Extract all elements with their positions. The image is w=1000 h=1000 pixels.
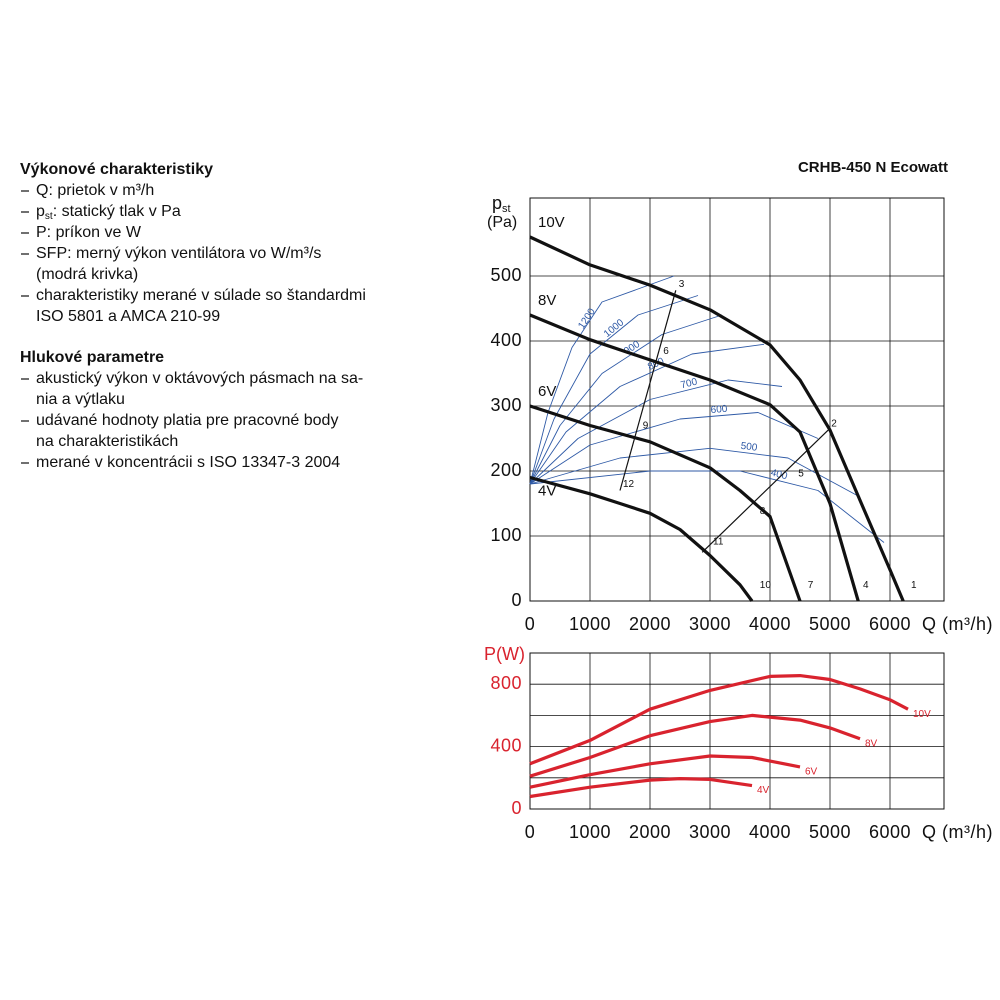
sfp-curve [529,314,723,485]
series-line [529,777,753,799]
y-axis-label: P(W) [484,644,525,664]
series-line [529,754,801,789]
sfp-label: 1200 [576,306,598,331]
x-axis-label: Q (m³/h) [922,614,993,634]
y-tick-label: 0 [511,590,522,610]
sfp-curve [529,470,885,543]
point-label: 7 [808,580,814,591]
sfp-label: 500 [740,441,758,454]
x-tick-label: 0 [525,614,536,634]
list-text: : statický tlak v Pa [53,203,181,220]
operating-line [619,290,677,491]
x-axis-label: Q (m³/h) [922,822,993,842]
point-label: 12 [623,479,635,490]
list-text: udávané hodnoty platia pre pracovné body [36,412,338,429]
list-text: P: príkon ve W [36,224,142,241]
x-tick-label: 2000 [629,614,671,634]
sfp-label: 700 [680,376,699,391]
y-tick-label: 100 [490,525,522,545]
series-line [529,313,860,602]
sfp-curve [529,343,765,485]
x-tick-label: 6000 [869,614,911,634]
section-heading: Hlukové parametre [20,349,164,366]
series-line [529,404,802,602]
y-axis-label: pst [492,193,511,215]
sfp-curve [529,447,861,498]
x-tick-label: 4000 [749,614,791,634]
y-axis-unit: (Pa) [487,214,517,231]
x-tick-label: 6000 [869,822,911,842]
series-label: 4V [538,482,556,499]
series-line [529,475,754,602]
sfp-curve [529,412,819,485]
list-text: na charakteristikách [36,433,178,450]
x-tick-label: 3000 [689,614,731,634]
series-line [529,713,861,778]
list-text: ISO 5801 a AMCA 210-99 [36,308,220,325]
series-label: 10V [538,214,565,231]
point-label: 5 [798,469,804,480]
series-label: 10V [913,709,931,720]
list-text: nia a výtlaku [36,391,125,408]
sfp-curve [529,295,699,485]
symbol: p [492,193,502,213]
list-text: SFP: merný výkon ventilátora vo W/m³/s [36,245,321,262]
section-heading: Výkonové charakteristiky [20,161,213,178]
x-tick-label: 5000 [809,614,851,634]
series-label: 6V [805,767,818,778]
sfp-label: 400 [770,468,789,483]
title: CRHB-450 N Ecowatt [798,159,948,176]
x-tick-label: 5000 [809,822,851,842]
point-label: 10 [760,580,772,591]
y-tick-label: 400 [490,330,522,350]
x-tick-label: 0 [525,822,536,842]
point-label: 3 [679,279,685,290]
y-tick-label: 500 [490,265,522,285]
x-tick-label: 2000 [629,822,671,842]
sfp-label: 600 [710,404,728,416]
list-text: akustický výkon v oktávových pásmach na … [36,370,363,387]
operating-line [701,429,829,553]
subscript: st [502,203,511,215]
y-tick-label: 800 [490,673,522,693]
series-label: 8V [865,738,878,749]
list-text: Q: prietok v m³/h [36,182,154,199]
y-tick-label: 200 [490,460,522,480]
series-label: 4V [757,785,770,796]
x-tick-label: 3000 [689,822,731,842]
point-label: 1 [911,580,917,591]
x-tick-label: 1000 [569,614,611,634]
series-label: 6V [538,383,556,400]
point-label: 2 [831,419,837,430]
x-tick-label: 4000 [749,822,791,842]
point-label: 6 [663,346,669,357]
point-label: 8 [760,506,766,517]
sfp-curve [529,275,675,485]
list-text: (modrá krivka) [36,266,138,283]
symbol: p [36,203,45,220]
list-text: charakteristiky merané v súlade so štand… [36,287,366,304]
y-tick-label: 400 [490,735,522,755]
x-tick-label: 1000 [569,822,611,842]
y-tick-label: 0 [511,798,522,818]
series-line [529,235,905,602]
point-label: 9 [643,421,649,432]
subscript: st [45,211,53,222]
series-line [529,674,909,766]
point-label: 4 [863,580,869,591]
list-text: pst: statický tlak v Pa [36,203,181,221]
list-text: merané v koncentrácii s ISO 13347-3 2004 [36,454,340,471]
sfp-curve [529,379,783,485]
sfp-label: 1000 [602,317,627,340]
y-tick-label: 300 [490,395,522,415]
point-label: 11 [713,536,724,547]
series-label: 8V [538,292,556,309]
